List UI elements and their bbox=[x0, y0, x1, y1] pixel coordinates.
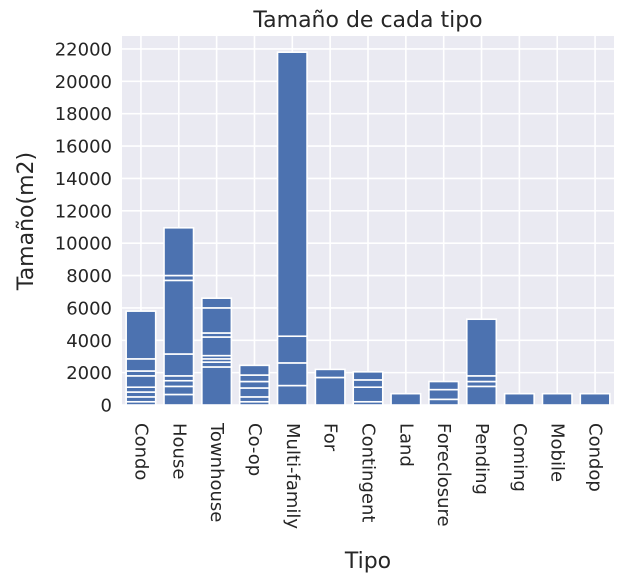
bar-house-segment bbox=[163, 353, 195, 377]
bar-foreclosure-segment bbox=[428, 380, 460, 391]
bar-land-segment bbox=[390, 392, 422, 406]
bars bbox=[125, 51, 611, 406]
x-tick-label-condop: Condop bbox=[585, 423, 606, 492]
y-tick-label: 20000 bbox=[55, 72, 112, 93]
y-tick-label: 22000 bbox=[55, 39, 112, 60]
bar-coming-segment bbox=[503, 392, 535, 406]
bar-townhouse-segment bbox=[201, 297, 233, 309]
y-tick-label: 0 bbox=[101, 396, 112, 417]
y-tick-label: 16000 bbox=[55, 137, 112, 158]
bar-contingent-segment bbox=[352, 379, 384, 388]
x-tick-labels: Condo House Townhouse Co-op Multi-family For C… bbox=[130, 422, 605, 529]
bar-multi-family-segment bbox=[276, 51, 308, 338]
bar-pending-segment bbox=[465, 375, 498, 383]
bar-co-op-segment bbox=[238, 364, 271, 376]
bar-for-segment bbox=[314, 368, 346, 379]
bar-house-segment bbox=[163, 379, 195, 388]
bar-condop-segment bbox=[579, 392, 611, 406]
bar-house-segment bbox=[163, 385, 195, 396]
bar-condo-segment bbox=[125, 310, 157, 360]
bar-for-segment bbox=[314, 376, 346, 406]
y-tick-label: 4000 bbox=[66, 331, 112, 352]
bar-mobile-segment bbox=[541, 392, 573, 406]
x-tick-label-mobile: Mobile bbox=[547, 423, 568, 482]
bar-multi-family-segment bbox=[276, 362, 308, 387]
x-tick-label-townhouse: Townhouse bbox=[206, 422, 227, 522]
bar-co-op-segment bbox=[238, 380, 271, 389]
bar-multi-family-segment bbox=[276, 335, 308, 364]
x-tick-label-house: House bbox=[168, 423, 189, 479]
x-tick-label-foreclosure: Foreclosure bbox=[433, 423, 454, 527]
bar-pending-segment bbox=[465, 385, 498, 406]
bar-co-op-segment bbox=[238, 387, 271, 398]
x-tick-label-land: Land bbox=[395, 423, 416, 467]
bar-townhouse-segment bbox=[201, 307, 233, 334]
y-tick-label: 12000 bbox=[55, 201, 112, 222]
x-tick-label-contingent: Contingent bbox=[358, 423, 379, 522]
y-tick-label: 2000 bbox=[66, 363, 112, 384]
x-axis-label: Tipo bbox=[344, 549, 391, 574]
bar-house-segment bbox=[163, 279, 195, 355]
y-tick-label: 8000 bbox=[66, 266, 112, 287]
bar-co-op-segment bbox=[238, 374, 271, 383]
bar-townhouse-segment bbox=[201, 336, 233, 357]
y-tick-label: 6000 bbox=[66, 298, 112, 319]
bar-contingent-segment bbox=[352, 386, 384, 403]
x-tick-label-multi-family: Multi-family bbox=[282, 423, 303, 529]
bar-condo-segment bbox=[125, 358, 157, 372]
bar-multi-family-segment bbox=[276, 384, 308, 406]
bar-foreclosure-segment bbox=[428, 388, 460, 401]
x-tick-label-co-op: Co-op bbox=[244, 423, 265, 476]
x-tick-label-pending: Pending bbox=[471, 423, 492, 495]
x-tick-label-condo: Condo bbox=[130, 423, 151, 480]
bar-house-segment bbox=[163, 393, 195, 406]
bar-condo-segment bbox=[125, 375, 157, 388]
y-tick-label: 14000 bbox=[55, 169, 112, 190]
y-tick-label: 10000 bbox=[55, 234, 112, 255]
bar-contingent-segment bbox=[352, 371, 384, 381]
bar-townhouse-segment bbox=[201, 366, 233, 406]
chart-title: Tamaño de cada tipo bbox=[252, 8, 482, 33]
y-axis-label: Tamaño(m2) bbox=[14, 152, 39, 291]
y-tick-label: 18000 bbox=[55, 104, 112, 125]
bar-foreclosure-segment bbox=[428, 398, 460, 406]
y-tick-labels: 0 2000 4000 6000 8000 10000 12000 14000 16000 180… bbox=[55, 39, 112, 416]
x-tick-label-coming: Coming bbox=[509, 423, 530, 492]
bar-house-segment bbox=[163, 226, 195, 277]
x-tick-label-for: For bbox=[320, 423, 341, 452]
bar-pending-segment bbox=[465, 318, 498, 377]
